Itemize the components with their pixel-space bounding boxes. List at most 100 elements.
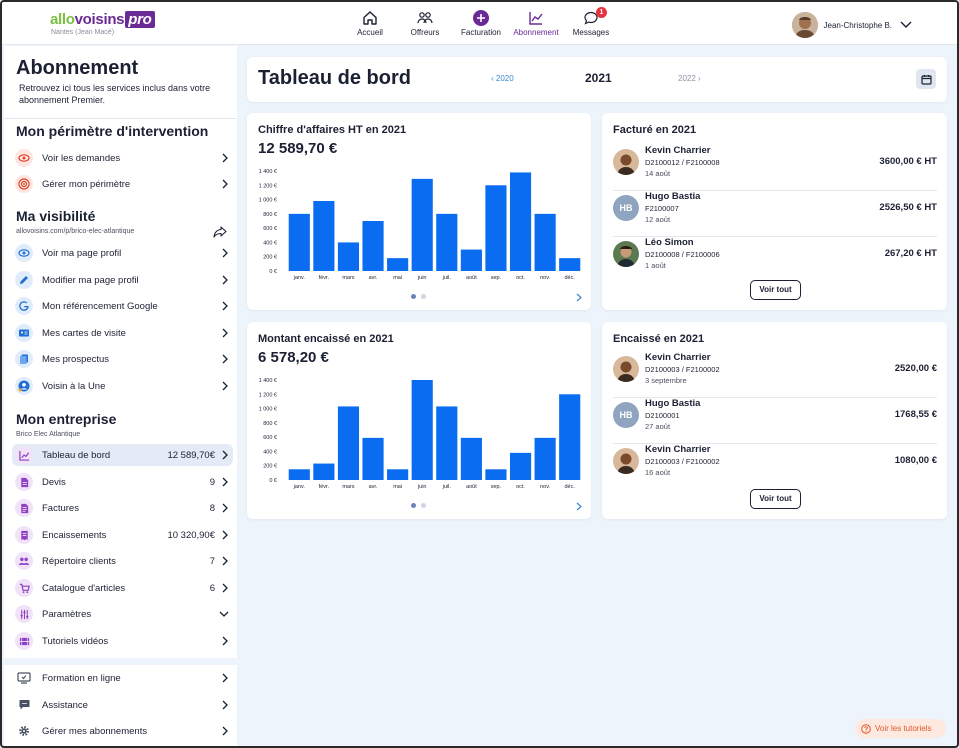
- chevron-right-icon[interactable]: [576, 293, 582, 302]
- x-tick-label: sep.: [491, 484, 502, 490]
- bar-mars[interactable]: [337, 242, 360, 271]
- x-tick-label: août: [466, 275, 477, 281]
- bar-juil.[interactable]: [436, 213, 458, 271]
- sidebar-item-gerer-perimetre[interactable]: Gérer mon périmètre: [12, 173, 233, 195]
- chevron-right-icon: [222, 381, 228, 391]
- list-item[interactable]: Kevin Charrier D2100003 / F2100002 16 ao…: [613, 444, 937, 490]
- reference: D2100008 / F2100006: [645, 250, 720, 259]
- sidebar-item-formation[interactable]: Formation en ligne: [12, 667, 233, 689]
- sidebar-item-devis[interactable]: Devis 9: [12, 471, 233, 493]
- client-name: Kevin Charrier: [645, 352, 711, 363]
- bar-oct.[interactable]: [509, 452, 532, 480]
- dot[interactable]: [411, 294, 416, 299]
- dot[interactable]: [411, 503, 416, 508]
- voir-tout-button[interactable]: Voir tout: [750, 280, 801, 300]
- nav-offreurs[interactable]: Offreurs: [395, 10, 455, 37]
- home-icon: [363, 11, 377, 25]
- item-value: 10 320,90€: [167, 529, 215, 541]
- bar-août[interactable]: [460, 437, 482, 480]
- bar-juin[interactable]: [411, 380, 433, 480]
- chevron-right-icon: [222, 301, 228, 311]
- sidebar-item-tableau-bord[interactable]: Tableau de bord 12 589,70€: [12, 444, 233, 466]
- sidebar-item-voisin-une[interactable]: Voisin à la Une: [12, 375, 233, 397]
- x-tick-label: mars: [342, 275, 354, 281]
- sidebar-title: Abonnement: [16, 57, 139, 79]
- bar-nov.[interactable]: [534, 213, 556, 271]
- client-name: Hugo Bastia: [645, 398, 701, 409]
- bar-févr.[interactable]: [313, 201, 335, 271]
- prev-year-link[interactable]: ‹ 2020: [491, 74, 514, 83]
- y-tick-label: 0 €: [269, 269, 277, 275]
- carousel-dots[interactable]: [411, 294, 431, 299]
- bar-déc.[interactable]: [559, 258, 581, 271]
- sidebar-item-cartes-visite[interactable]: Mes cartes de visite: [12, 322, 233, 344]
- list-item[interactable]: Kevin Charrier D2100012 / F2100008 14 ao…: [613, 145, 937, 191]
- nav-facturation[interactable]: Facturation: [451, 10, 511, 37]
- bar-sep.[interactable]: [485, 469, 507, 480]
- chat-icon: [584, 11, 598, 25]
- invoiced-list-card: Facturé en 2021 Kevin Charrier D2100012 …: [602, 113, 947, 310]
- sidebar-item-referencement[interactable]: Mon référencement Google: [12, 295, 233, 317]
- bar-déc.[interactable]: [559, 394, 581, 480]
- nav-accueil[interactable]: Accueil: [340, 10, 400, 37]
- bar-janv.[interactable]: [288, 213, 310, 271]
- nav-label: Facturation: [460, 28, 502, 37]
- calendar-button[interactable]: [916, 69, 936, 89]
- sidebar-item-modifier-profil[interactable]: Modifier ma page profil: [12, 269, 233, 291]
- chart-icon: [15, 446, 33, 464]
- bar-mars[interactable]: [337, 406, 360, 480]
- next-year-link[interactable]: 2022 ›: [678, 74, 701, 83]
- bar-oct.[interactable]: [509, 172, 532, 271]
- tutorials-button[interactable]: Voir les tutoriels: [855, 719, 946, 738]
- chevron-right-icon: [222, 354, 228, 364]
- sidebar-item-prospectus[interactable]: Mes prospectus: [12, 348, 233, 370]
- calendar-icon: [920, 74, 932, 85]
- bar-août[interactable]: [460, 249, 482, 271]
- list-item[interactable]: HB Hugo Bastia D2100001 27 août 1768,55 …: [613, 398, 937, 444]
- nav-messages[interactable]: 1 Messages: [561, 7, 621, 37]
- bar-juil.[interactable]: [436, 406, 458, 480]
- nav-abonnement[interactable]: Abonnement: [506, 10, 566, 37]
- bar-sep.[interactable]: [485, 185, 507, 271]
- bar-nov.[interactable]: [534, 437, 556, 480]
- bar-févr.[interactable]: [313, 463, 335, 480]
- sidebar-item-tutoriels[interactable]: Tutoriels vidéos: [12, 630, 233, 652]
- dot[interactable]: [421, 294, 426, 299]
- chevron-right-icon: [222, 179, 228, 189]
- sidebar-item-abonnements[interactable]: Gérer mes abonnements: [12, 720, 233, 742]
- x-tick-label: févr.: [319, 484, 330, 490]
- collected-list-card: Encaissé en 2021 Kevin Charrier D2100003…: [602, 322, 947, 519]
- voir-tout-button[interactable]: Voir tout: [750, 489, 801, 509]
- carousel-dots[interactable]: [411, 503, 431, 508]
- y-tick-label: 400 €: [263, 449, 277, 455]
- bar-janv.[interactable]: [288, 469, 310, 480]
- sidebar-item-voir-demandes[interactable]: Voir les demandes: [12, 147, 233, 169]
- amount: 267,20 € HT: [884, 248, 937, 259]
- sidebar-item-assistance[interactable]: Assistance: [12, 694, 233, 716]
- sidebar-item-encaissements[interactable]: Encaissements 10 320,90€: [12, 524, 233, 546]
- list-item[interactable]: Kevin Charrier D2100003 / F2100002 3 sep…: [613, 352, 937, 398]
- page-title: Tableau de bord: [258, 67, 411, 89]
- bar-avr.[interactable]: [362, 437, 384, 480]
- divider: [4, 118, 237, 119]
- sidebar-item-repertoire[interactable]: Répertoire clients 7: [12, 550, 233, 572]
- bar-avr.[interactable]: [362, 221, 384, 271]
- list-item[interactable]: HB Hugo Bastia F2100007 12 août 2526,50 …: [613, 191, 937, 237]
- chart-total: 6 578,20 €: [258, 349, 329, 366]
- dot[interactable]: [421, 503, 426, 508]
- list-item[interactable]: Léo Simon D2100008 / F2100006 1 août 267…: [613, 237, 937, 283]
- sidebar-item-voir-profil[interactable]: Voir ma page profil: [12, 242, 233, 264]
- user-menu[interactable]: Jean-Christophe B.: [791, 12, 912, 38]
- bar-mai[interactable]: [387, 258, 409, 271]
- bar-juin[interactable]: [411, 178, 433, 271]
- people-icon: [15, 552, 33, 570]
- bar-mai[interactable]: [387, 469, 409, 480]
- sidebar-item-parametres[interactable]: Paramètres: [12, 603, 233, 625]
- client-name: Kevin Charrier: [645, 145, 711, 156]
- x-tick-label: janv.: [293, 484, 306, 490]
- share-icon[interactable]: [213, 226, 227, 238]
- chevron-right-icon[interactable]: [576, 502, 582, 511]
- sidebar-item-factures[interactable]: Factures 8: [12, 497, 233, 519]
- sidebar-item-catalogue[interactable]: Catalogue d'articles 6: [12, 577, 233, 599]
- logo[interactable]: allovoisins pro: [50, 11, 155, 28]
